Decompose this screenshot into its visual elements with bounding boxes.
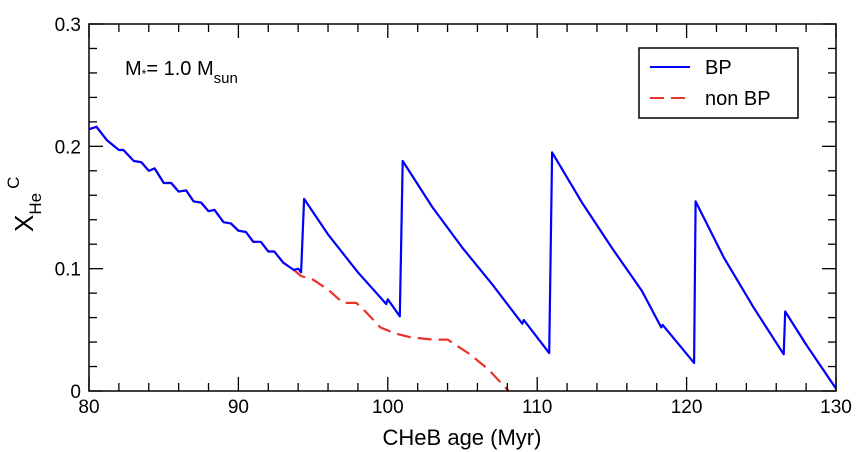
x-tick-label: 90	[228, 397, 249, 418]
series-line-non-bp	[88, 125, 510, 392]
legend-box	[638, 47, 799, 119]
y-label-sub: He	[26, 193, 45, 215]
x-tick-label: 80	[78, 397, 99, 418]
series-line-bp	[88, 125, 837, 390]
annotation-main: M	[125, 58, 142, 80]
x-axis-label: CHeB age (Myr)	[383, 425, 542, 450]
x-tick-label: 130	[820, 397, 852, 418]
series-layer	[88, 125, 837, 392]
svg-text:XHeC: XHeC	[4, 177, 45, 232]
x-tick-label: 120	[671, 397, 703, 418]
mass-annotation: M*= 1.0 Msun	[125, 58, 238, 87]
y-tick-label: 0	[70, 382, 81, 403]
y-axis-label: XHeC	[4, 177, 45, 232]
annotation-sub: sun	[214, 70, 238, 87]
x-tick-label: 100	[372, 397, 404, 418]
annotation-eq: = 1.0 M	[146, 58, 213, 80]
y-tick-label: 0.1	[55, 260, 81, 281]
annotation-star: *	[142, 67, 147, 81]
y-tick-label: 0.2	[55, 137, 81, 158]
legend: BP non BP	[638, 47, 799, 119]
y-label-sup: C	[4, 177, 23, 189]
y-tick-label: 0.3	[55, 15, 81, 36]
tick-labels: 80 90 100 110 120 130 0 0.1 0.2 0.3	[55, 15, 852, 418]
legend-label-bp: BP	[705, 57, 732, 79]
y-label-main: X	[9, 215, 39, 232]
plot-frame	[88, 23, 837, 392]
legend-label-non-bp: non BP	[705, 88, 771, 110]
x-tick-label: 110	[522, 397, 552, 418]
tick-layer	[88, 23, 837, 392]
